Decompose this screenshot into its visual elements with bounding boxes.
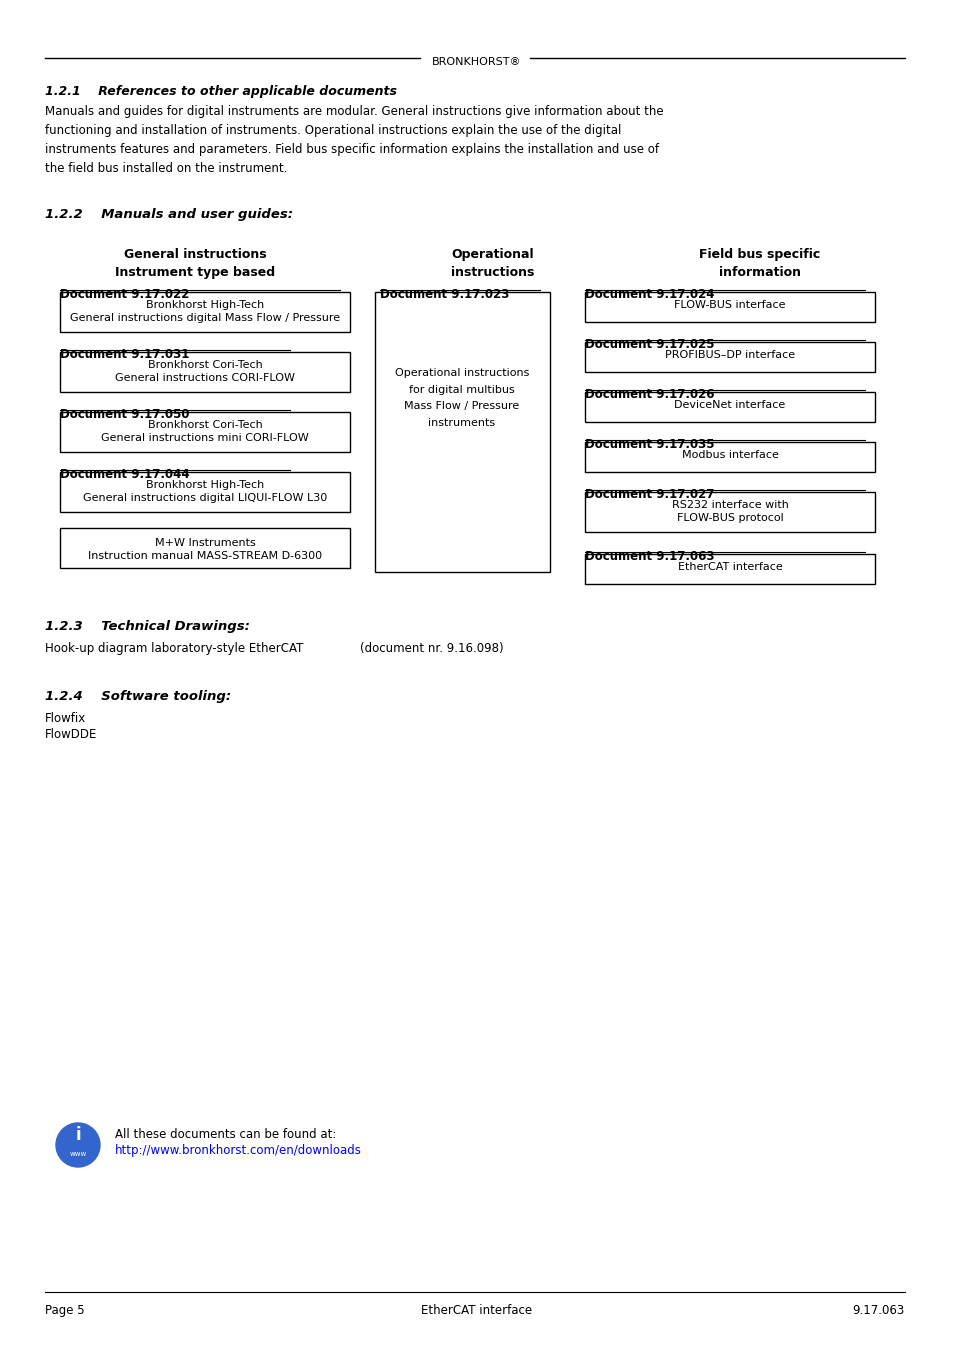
- Text: PROFIBUS–DP interface: PROFIBUS–DP interface: [664, 350, 794, 360]
- Text: Document 9.17.027: Document 9.17.027: [584, 487, 714, 501]
- Text: Instruction manual MASS-STREAM D-6300: Instruction manual MASS-STREAM D-6300: [88, 551, 322, 562]
- Bar: [584, 491, 874, 532]
- Bar: [375, 292, 550, 572]
- Text: Operational instructions
for digital multibus
Mass Flow / Pressure
instruments: Operational instructions for digital mul…: [395, 369, 529, 428]
- Text: EtherCAT interface: EtherCAT interface: [421, 1304, 532, 1318]
- Text: Document 9.17.035: Document 9.17.035: [584, 437, 714, 451]
- Text: DeviceNet interface: DeviceNet interface: [674, 400, 785, 410]
- Text: RS232 interface with: RS232 interface with: [671, 500, 787, 510]
- Text: 1.2.4    Software tooling:: 1.2.4 Software tooling:: [45, 690, 231, 703]
- Text: FLOW-BUS interface: FLOW-BUS interface: [674, 300, 785, 310]
- Text: 1.2.2    Manuals and user guides:: 1.2.2 Manuals and user guides:: [45, 208, 293, 221]
- Bar: [60, 528, 350, 568]
- Text: Document 9.17.026: Document 9.17.026: [584, 387, 714, 401]
- Circle shape: [56, 1123, 100, 1166]
- Text: General instructions digital Mass Flow / Pressure: General instructions digital Mass Flow /…: [70, 313, 339, 323]
- Text: Document 9.17.022: Document 9.17.022: [60, 288, 190, 301]
- Text: Document 9.17.025: Document 9.17.025: [584, 338, 714, 351]
- Text: Field bus specific
information: Field bus specific information: [699, 248, 820, 279]
- Bar: [60, 412, 350, 452]
- Text: Operational
instructions: Operational instructions: [451, 248, 534, 279]
- Text: Document 9.17.023: Document 9.17.023: [379, 288, 509, 301]
- Bar: [584, 392, 874, 423]
- Text: Document 9.17.050: Document 9.17.050: [60, 408, 190, 421]
- Text: Hook-up diagram laboratory-style EtherCAT: Hook-up diagram laboratory-style EtherCA…: [45, 643, 303, 655]
- Text: Modbus interface: Modbus interface: [680, 450, 778, 460]
- Text: General instructions
Instrument type based: General instructions Instrument type bas…: [114, 248, 274, 279]
- Text: M+W Instruments: M+W Instruments: [154, 539, 255, 548]
- Text: All these documents can be found at:: All these documents can be found at:: [115, 1129, 336, 1141]
- Text: FLOW-BUS protocol: FLOW-BUS protocol: [676, 513, 782, 522]
- Text: (document nr. 9.16.098): (document nr. 9.16.098): [359, 643, 503, 655]
- Text: General instructions mini CORI-FLOW: General instructions mini CORI-FLOW: [101, 433, 309, 443]
- Text: EtherCAT interface: EtherCAT interface: [677, 562, 781, 572]
- Text: 9.17.063: 9.17.063: [852, 1304, 904, 1318]
- Text: 1.2.1    References to other applicable documents: 1.2.1 References to other applicable doc…: [45, 85, 396, 99]
- Text: Bronkhorst Cori-Tech: Bronkhorst Cori-Tech: [148, 420, 262, 431]
- Text: Manuals and guides for digital instruments are modular. General instructions giv: Manuals and guides for digital instrumen…: [45, 105, 663, 176]
- Text: Document 9.17.063: Document 9.17.063: [584, 549, 714, 563]
- Bar: [584, 554, 874, 585]
- Text: Bronkhorst High-Tech: Bronkhorst High-Tech: [146, 300, 264, 310]
- Text: General instructions CORI-FLOW: General instructions CORI-FLOW: [115, 373, 294, 383]
- Text: BRONKHORST®: BRONKHORST®: [432, 57, 521, 68]
- Text: Bronkhorst High-Tech: Bronkhorst High-Tech: [146, 481, 264, 490]
- Text: General instructions digital LIQUI-FLOW L30: General instructions digital LIQUI-FLOW …: [83, 493, 327, 504]
- Text: Bronkhorst Cori-Tech: Bronkhorst Cori-Tech: [148, 360, 262, 370]
- Text: Page 5: Page 5: [45, 1304, 85, 1318]
- Text: FlowDDE: FlowDDE: [45, 728, 97, 741]
- Bar: [60, 352, 350, 392]
- Text: i: i: [75, 1126, 81, 1143]
- Text: 1.2.3    Technical Drawings:: 1.2.3 Technical Drawings:: [45, 620, 250, 633]
- Bar: [584, 342, 874, 373]
- Bar: [584, 441, 874, 472]
- Text: Flowfix: Flowfix: [45, 711, 86, 725]
- Bar: [584, 292, 874, 323]
- Text: Document 9.17.024: Document 9.17.024: [584, 288, 714, 301]
- Text: Document 9.17.031: Document 9.17.031: [60, 348, 190, 360]
- Text: http://www.bronkhorst.com/en/downloads: http://www.bronkhorst.com/en/downloads: [115, 1143, 361, 1157]
- Bar: [60, 472, 350, 512]
- Text: Document 9.17.044: Document 9.17.044: [60, 468, 190, 481]
- Bar: [60, 292, 350, 332]
- Text: www: www: [70, 1152, 87, 1157]
